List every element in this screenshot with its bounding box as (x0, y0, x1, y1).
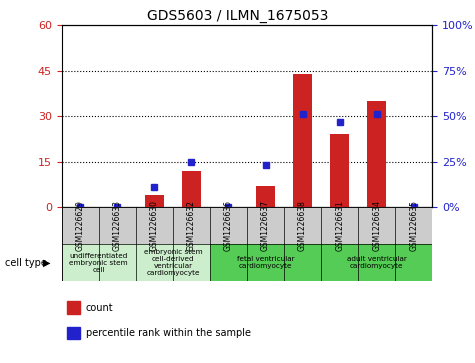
Text: percentile rank within the sample: percentile rank within the sample (86, 328, 251, 338)
Text: GSM1226635: GSM1226635 (409, 200, 418, 251)
Text: adult ventricular
cardiomyocyte: adult ventricular cardiomyocyte (347, 256, 407, 269)
Bar (331, 134, 349, 207)
Bar (256, 186, 275, 207)
Text: GSM1226631: GSM1226631 (335, 200, 344, 251)
Text: GSM1226634: GSM1226634 (372, 200, 381, 251)
Bar (67, 327, 80, 339)
Bar (173, 207, 210, 244)
Bar (210, 244, 321, 281)
Text: count: count (86, 303, 114, 313)
Bar (247, 207, 284, 244)
Text: fetal ventricular
cardiomyocyte: fetal ventricular cardiomyocyte (237, 256, 294, 269)
Bar (210, 207, 247, 244)
Text: GSM1226630: GSM1226630 (150, 200, 159, 251)
Bar (62, 244, 136, 281)
Bar (182, 171, 201, 207)
Bar (321, 207, 358, 244)
Bar (67, 301, 80, 314)
Bar (136, 244, 210, 281)
Text: undifferentiated
embryonic stem
cell: undifferentiated embryonic stem cell (69, 253, 128, 273)
Text: GSM1226629: GSM1226629 (76, 200, 85, 251)
Bar (62, 207, 99, 244)
Bar (145, 195, 163, 207)
Text: GSM1226636: GSM1226636 (224, 200, 233, 251)
Bar (293, 74, 312, 207)
Bar (136, 207, 173, 244)
Bar (284, 207, 321, 244)
Text: GSM1226632: GSM1226632 (187, 200, 196, 251)
Text: GDS5603 / ILMN_1675053: GDS5603 / ILMN_1675053 (147, 9, 328, 23)
Bar (395, 207, 432, 244)
Text: embryonic stem
cell-derived
ventricular
cardiomyocyte: embryonic stem cell-derived ventricular … (143, 249, 202, 276)
Bar (368, 101, 386, 207)
Text: GSM1226638: GSM1226638 (298, 200, 307, 251)
Text: ▶: ▶ (43, 258, 50, 268)
Bar (358, 207, 395, 244)
Bar (321, 244, 432, 281)
Text: GSM1226633: GSM1226633 (113, 200, 122, 251)
Text: cell type: cell type (5, 258, 47, 268)
Text: GSM1226637: GSM1226637 (261, 200, 270, 251)
Bar (99, 207, 136, 244)
